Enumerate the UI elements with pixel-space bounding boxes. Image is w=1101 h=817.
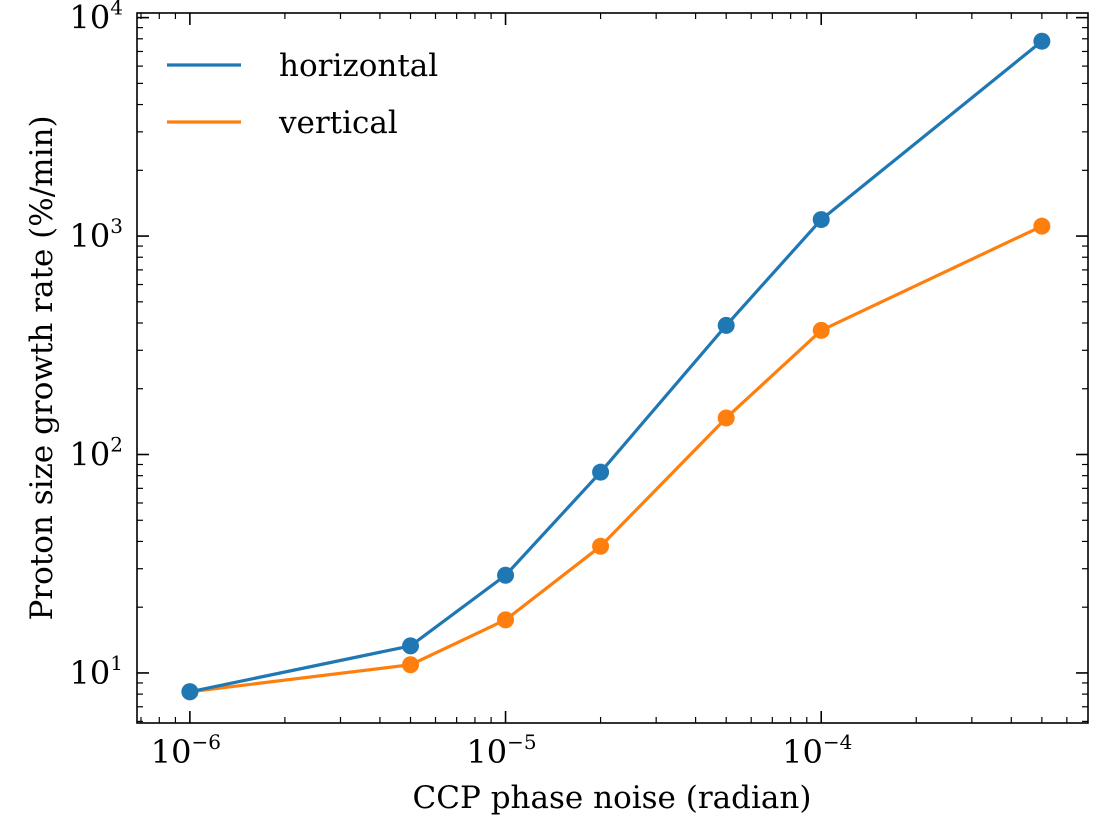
- data-point-horizontal: [717, 316, 735, 334]
- y-tick-label: 104: [70, 0, 123, 37]
- x-tick-label: 10−4: [782, 730, 852, 771]
- data-point-horizontal: [402, 637, 420, 655]
- data-point-vertical: [812, 321, 830, 339]
- data-point-vertical: [592, 537, 610, 555]
- y-tick-exponent: 3: [110, 214, 123, 238]
- y-tick-base: 10: [70, 217, 111, 255]
- data-point-horizontal: [181, 683, 199, 701]
- major-ticks: [137, 13, 1088, 723]
- data-point-horizontal: [497, 566, 515, 584]
- y-tick-exponent: 1: [110, 651, 123, 675]
- x-tick-base: 10: [151, 733, 192, 771]
- legend-label-vertical: vertical: [278, 105, 398, 141]
- data-point-horizontal: [812, 211, 830, 229]
- y-tick-base: 10: [70, 0, 111, 37]
- y-axis-title: Proton size growth rate (%/min): [24, 115, 60, 620]
- data-point-vertical: [497, 611, 515, 629]
- x-tick-base: 10: [782, 733, 823, 771]
- data-point-vertical: [402, 656, 420, 674]
- data-point-vertical: [1033, 217, 1051, 235]
- x-tick-label: 10−5: [466, 730, 536, 771]
- x-tick-base: 10: [466, 733, 507, 771]
- y-tick-base: 10: [70, 436, 111, 474]
- x-axis-title: CCP phase noise (radian): [413, 780, 812, 816]
- series-layer: [181, 32, 1051, 701]
- y-tick-exponent: 4: [110, 0, 123, 20]
- y-tick-label: 102: [70, 433, 123, 474]
- y-tick-exponent: 2: [110, 433, 123, 457]
- legend-label-horizontal: horizontal: [279, 48, 438, 84]
- x-tick-exponent: −6: [191, 730, 220, 754]
- y-tick-label: 103: [70, 214, 123, 255]
- minor-ticks: [137, 13, 1088, 723]
- data-point-vertical: [717, 409, 735, 427]
- legend: horizontal vertical: [167, 48, 438, 141]
- data-point-horizontal: [592, 463, 610, 481]
- y-tick-label: 101: [70, 651, 123, 692]
- x-tick-label: 10−6: [151, 730, 221, 771]
- y-tick-base: 10: [70, 654, 111, 692]
- x-tick-exponent: −5: [507, 730, 536, 754]
- data-point-horizontal: [1033, 32, 1051, 50]
- x-tick-exponent: −4: [823, 730, 852, 754]
